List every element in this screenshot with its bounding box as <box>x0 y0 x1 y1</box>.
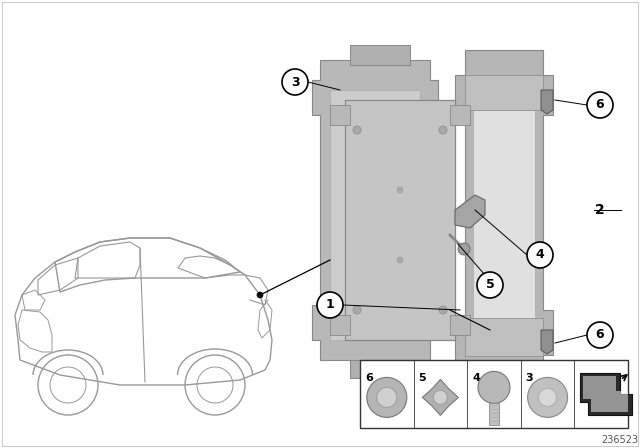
Text: 2: 2 <box>595 203 605 217</box>
Polygon shape <box>422 379 458 415</box>
Text: 3: 3 <box>526 373 533 383</box>
Polygon shape <box>541 90 553 114</box>
Text: 5: 5 <box>486 279 494 292</box>
Circle shape <box>377 388 397 407</box>
Circle shape <box>397 257 403 263</box>
Polygon shape <box>541 330 553 354</box>
Text: 5: 5 <box>419 373 426 383</box>
Text: 1: 1 <box>326 298 334 311</box>
Circle shape <box>367 377 407 418</box>
Circle shape <box>282 69 308 95</box>
Bar <box>330 315 350 335</box>
Polygon shape <box>580 373 632 415</box>
Ellipse shape <box>530 396 566 409</box>
Bar <box>450 105 470 125</box>
Bar <box>330 105 350 125</box>
Polygon shape <box>584 376 628 412</box>
Circle shape <box>458 243 470 255</box>
Polygon shape <box>345 100 455 340</box>
Polygon shape <box>473 110 535 320</box>
Ellipse shape <box>368 396 406 409</box>
Text: 6: 6 <box>365 373 373 383</box>
Circle shape <box>527 242 553 268</box>
Circle shape <box>257 292 263 298</box>
Circle shape <box>439 126 447 134</box>
Text: 3: 3 <box>291 76 300 89</box>
Text: 236523: 236523 <box>601 435 638 445</box>
Circle shape <box>397 187 403 193</box>
Text: 4: 4 <box>536 249 545 262</box>
Circle shape <box>587 322 613 348</box>
Polygon shape <box>312 60 438 360</box>
Circle shape <box>317 292 343 318</box>
Circle shape <box>527 377 568 418</box>
Polygon shape <box>455 195 485 228</box>
Text: 6: 6 <box>596 99 604 112</box>
Circle shape <box>587 92 613 118</box>
Bar <box>360 360 628 428</box>
Text: 4: 4 <box>472 373 480 383</box>
Circle shape <box>478 371 510 403</box>
Bar <box>450 315 470 335</box>
Polygon shape <box>330 90 420 340</box>
Text: 6: 6 <box>596 328 604 341</box>
Bar <box>465 318 543 356</box>
Circle shape <box>477 272 503 298</box>
Circle shape <box>433 390 447 405</box>
Circle shape <box>539 388 557 406</box>
Polygon shape <box>455 50 553 390</box>
Circle shape <box>353 126 361 134</box>
Bar <box>350 360 410 378</box>
Circle shape <box>439 306 447 314</box>
Bar <box>489 403 499 426</box>
Circle shape <box>353 306 361 314</box>
Bar <box>465 75 543 110</box>
Bar <box>350 45 410 65</box>
